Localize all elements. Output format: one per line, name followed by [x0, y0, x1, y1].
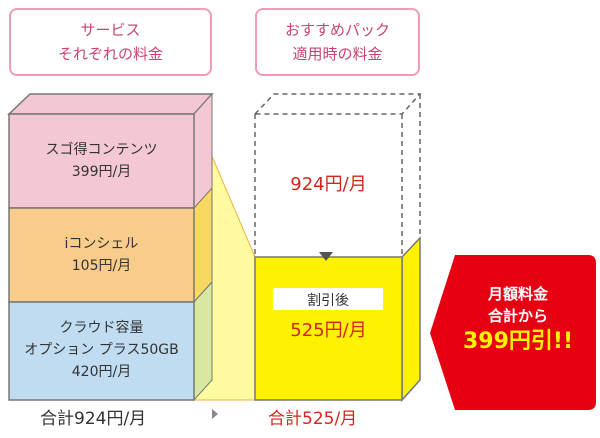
service-price: 399円/月 — [71, 164, 132, 180]
after-label-bg — [273, 288, 383, 310]
pack-side-face — [401, 236, 421, 402]
stack-top-face — [7, 93, 214, 115]
header-pack-price: おすすめパック 適用時の料金 — [255, 8, 420, 76]
after-label: 割引後 — [307, 293, 349, 309]
segment-sugotoku — [8, 113, 195, 209]
service-label-iconcier: iコンシェル 105円/月 — [9, 233, 194, 277]
total-after: 合計525/月 — [268, 409, 358, 429]
down-arrow-icon — [319, 252, 333, 261]
service-label-sugotoku: スゴ得コンテンツ 399円/月 — [9, 139, 194, 183]
arrow-right-icon — [212, 409, 218, 419]
badge-text: 月額料金 合計から 399円引!! — [440, 283, 596, 357]
discount-badge-shape — [430, 255, 596, 410]
service-price: 420円/月 — [71, 364, 132, 380]
segment-iconcier — [8, 207, 195, 303]
after-price: 525円/月 — [290, 320, 367, 341]
service-name: スゴ得コンテンツ — [45, 142, 158, 158]
badge-line: 月額料金 — [487, 285, 548, 303]
total-before: 合計924円/月 — [40, 409, 147, 429]
header-line: それぞれの料金 — [57, 45, 163, 63]
dashed-original-box — [253, 93, 422, 257]
stack-side-green — [193, 280, 213, 402]
service-name: iコンシェル — [64, 236, 139, 252]
service-name: オプション プラス50GB — [24, 342, 179, 358]
header-line: サービス — [80, 21, 141, 39]
service-name: クラウド容量 — [59, 320, 144, 336]
service-price: 105円/月 — [71, 258, 132, 274]
header-line: 適用時の料金 — [292, 45, 383, 63]
pack-front-face — [254, 256, 403, 401]
header-individual-price: サービス それぞれの料金 — [9, 8, 212, 76]
header-line: おすすめパック — [284, 21, 390, 39]
badge-discount: 399円引!! — [463, 329, 573, 354]
service-label-cloud: クラウド容量 オプション プラス50GB 420円/月 — [9, 317, 194, 383]
badge-line: 合計から — [487, 307, 548, 325]
original-price: 924円/月 — [290, 174, 367, 195]
segment-cloud — [8, 301, 195, 401]
